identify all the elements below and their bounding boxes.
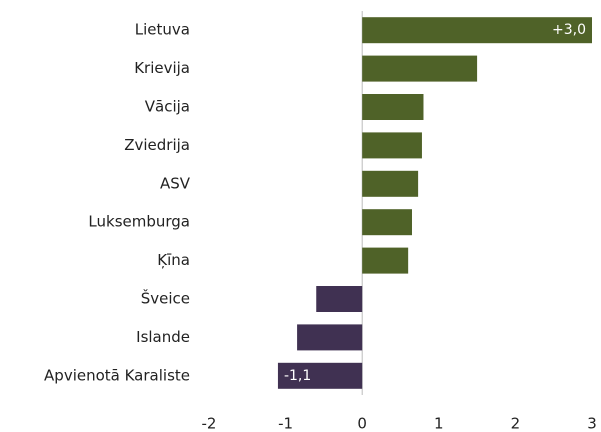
category-label: Šveice (141, 289, 190, 308)
category-label: Luksemburga (88, 213, 190, 231)
x-tick-label: 2 (511, 415, 521, 432)
category-label: Apvienotā Karaliste (44, 366, 190, 384)
bar (362, 132, 422, 159)
value-label: +3,0 (552, 22, 586, 38)
category-label: Islande (136, 328, 190, 346)
category-label: Ķīna (157, 251, 190, 269)
x-tick-label: 3 (587, 415, 597, 432)
value-label: -1,1 (284, 368, 311, 384)
bar (297, 324, 363, 351)
bar (362, 209, 412, 236)
bar (316, 286, 363, 312)
category-label: Lietuva (135, 21, 190, 39)
bar (362, 17, 592, 44)
category-label: Vācija (145, 98, 190, 116)
x-tick-label: 1 (434, 415, 444, 432)
bar (362, 94, 424, 120)
x-tick-label: -1 (278, 415, 293, 432)
category-label: Zviedrija (124, 136, 190, 154)
bar (362, 55, 478, 82)
x-tick-label: -2 (202, 415, 217, 432)
bar (277, 362, 363, 389)
category-label: Krievija (134, 59, 190, 77)
category-label: ASV (160, 174, 191, 192)
bar (362, 247, 409, 274)
x-tick-label: 0 (357, 415, 367, 432)
bar (362, 170, 419, 197)
